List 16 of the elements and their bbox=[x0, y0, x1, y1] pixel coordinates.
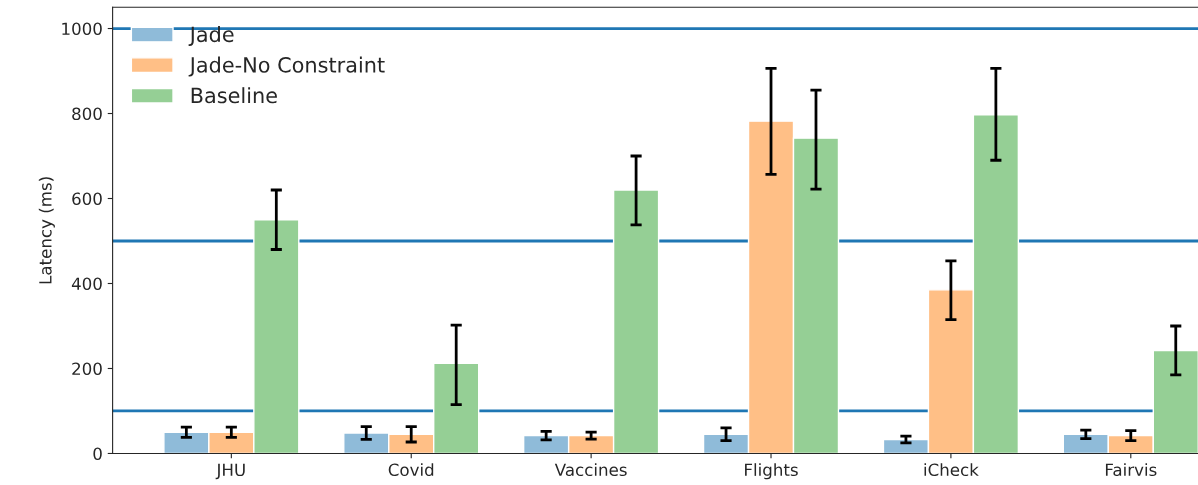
y-tick-label: 400 bbox=[71, 277, 102, 291]
y-axis-title: Latency (ms) bbox=[38, 177, 55, 284]
x-tick-label: Vaccines bbox=[554, 463, 627, 477]
y-tick-label: 600 bbox=[72, 192, 102, 206]
x-tick-label: Covid bbox=[388, 463, 434, 477]
x-tick-label: Fairvis bbox=[1105, 463, 1157, 477]
legend-label: Jade bbox=[188, 26, 234, 47]
y-tick-label: 200 bbox=[72, 362, 102, 376]
legend-label: Baseline bbox=[191, 87, 277, 104]
y-tick-label: 0 bbox=[93, 447, 102, 461]
x-tick-label: Flights bbox=[745, 463, 798, 480]
x-tick-label: JHU bbox=[215, 463, 245, 480]
y-tick-label: 800 bbox=[72, 107, 102, 121]
legend-label: Jade-No Constraint bbox=[188, 56, 385, 77]
x-tick-label: iCheck bbox=[924, 463, 979, 477]
y-tick-label: 1000 bbox=[62, 22, 102, 36]
